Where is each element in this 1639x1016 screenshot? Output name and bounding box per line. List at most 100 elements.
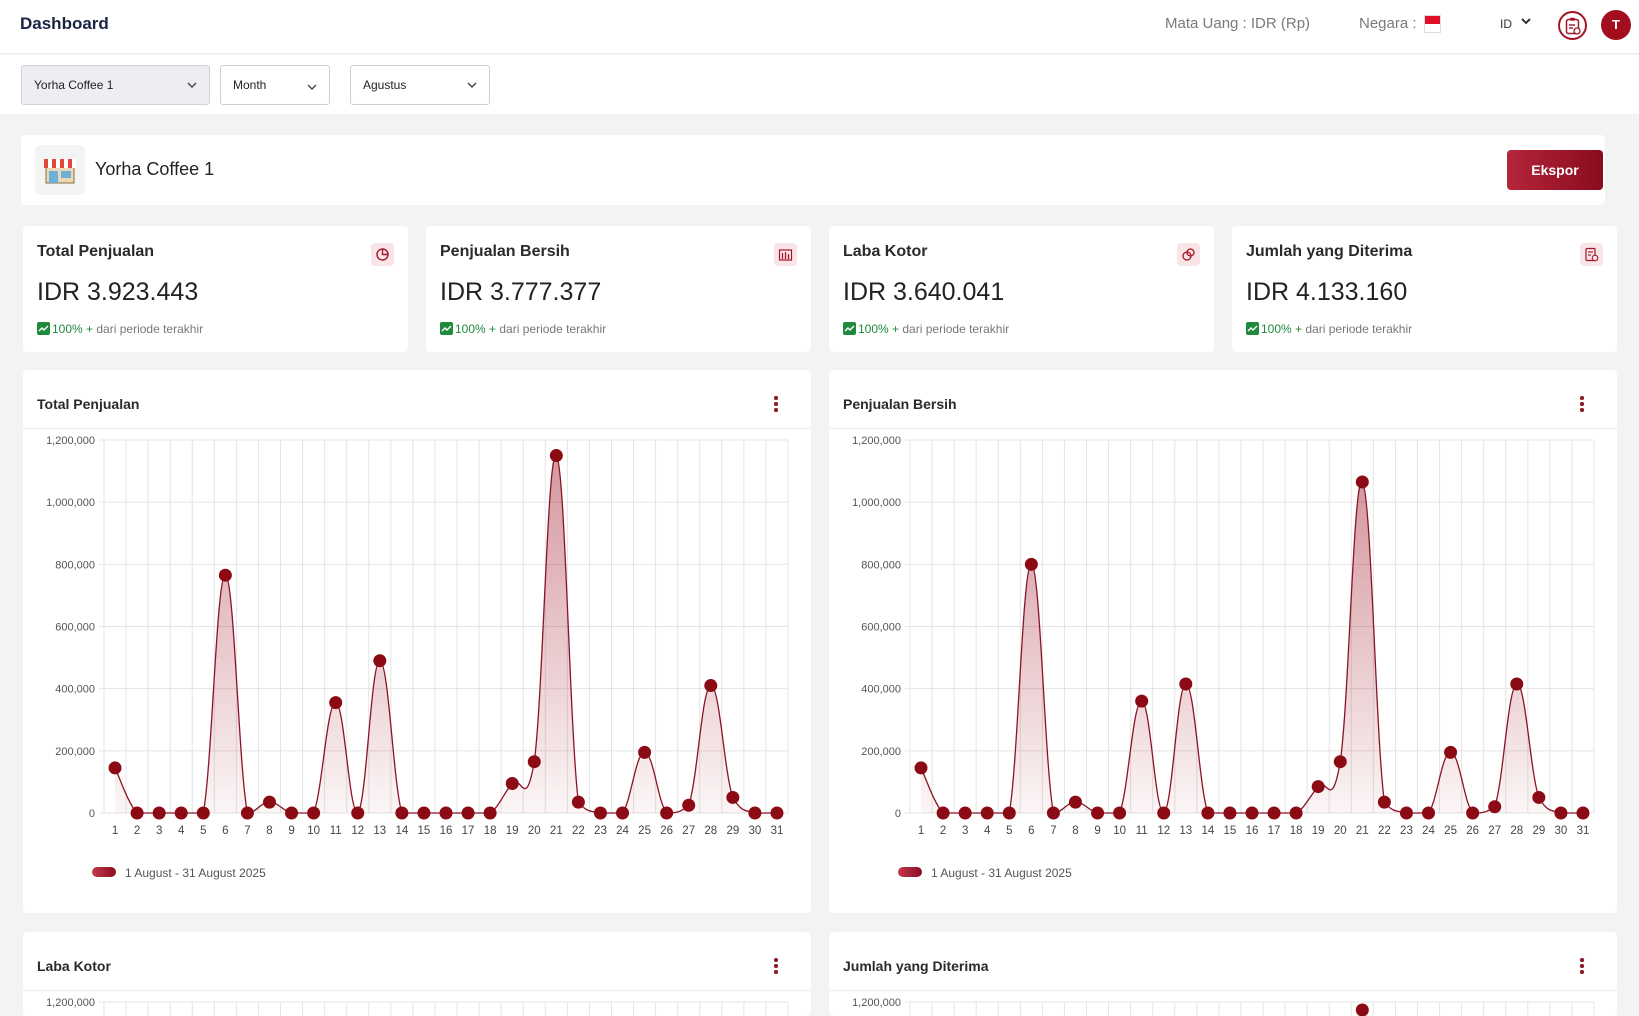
legend-label: 1 August - 31 August 2025 xyxy=(931,866,1072,880)
outlet-select[interactable]: Yorha Coffee 1 xyxy=(21,65,210,105)
x-tick-label: 18 xyxy=(1290,825,1303,837)
x-tick-label: 27 xyxy=(1488,825,1501,837)
more-options-icon[interactable] xyxy=(771,394,781,414)
more-options-icon[interactable] xyxy=(771,956,781,976)
x-tick-label: 30 xyxy=(749,825,762,837)
data-point xyxy=(505,776,519,790)
chevron-down-icon xyxy=(307,66,317,119)
trend-up-icon xyxy=(37,322,50,335)
divider xyxy=(23,428,811,429)
data-point xyxy=(936,806,950,820)
x-tick-label: 8 xyxy=(1072,825,1078,837)
penjualan-bersih-chart: 0 200,000 400,000 600,000 800,000 1,000,000 1,… xyxy=(852,435,1595,880)
x-tick-label: 1 xyxy=(112,825,118,837)
data-point xyxy=(1355,1003,1369,1016)
x-tick-label: 19 xyxy=(506,825,519,837)
y-tick-label: 1,200,000 xyxy=(46,997,95,1009)
x-tick-label: 2 xyxy=(940,825,946,837)
divider xyxy=(23,990,811,991)
trend-suffix: dari periode terakhir xyxy=(93,322,204,336)
y-tick-label: 1,000,000 xyxy=(852,497,901,509)
x-tick-label: 19 xyxy=(1312,825,1325,837)
data-point xyxy=(240,806,254,820)
y-tick-label: 400,000 xyxy=(55,684,95,696)
x-tick-label: 16 xyxy=(440,825,453,837)
chart-card-penjualan-bersih: 0 200,000 400,000 600,000 800,000 1,000,000 1,… xyxy=(829,370,1617,913)
x-tick-label: 5 xyxy=(1006,825,1012,837)
y-tick-label: 0 xyxy=(89,808,95,820)
avatar[interactable]: T xyxy=(1601,10,1631,40)
data-point xyxy=(748,806,762,820)
stat-trend: 100% + dari periode terakhir xyxy=(440,322,606,336)
data-point xyxy=(1333,755,1347,769)
data-point xyxy=(1002,806,1016,820)
data-point xyxy=(1068,795,1082,809)
x-tick-label: 25 xyxy=(1444,825,1457,837)
month-select[interactable]: Agustus xyxy=(350,65,490,105)
data-point xyxy=(130,806,144,820)
currency-label: Mata Uang : IDR (Rp) xyxy=(1165,15,1311,32)
x-tick-label: 13 xyxy=(1179,825,1192,837)
x-tick-label: 11 xyxy=(1136,825,1148,837)
data-point xyxy=(527,755,541,769)
y-tick-label: 1,200,000 xyxy=(852,435,901,447)
stat-card-laba-kotor: Laba Kotor IDR 3.640.041 100% + dari per… xyxy=(829,226,1214,352)
x-tick-label: 14 xyxy=(395,825,408,837)
x-tick-label: 11 xyxy=(330,825,342,837)
x-tick-label: 28 xyxy=(1510,825,1523,837)
chart-card-total-penjualan: 0 200,000 400,000 600,000 800,000 1,000,000 1,… xyxy=(23,370,811,913)
export-button[interactable]: Ekspor xyxy=(1507,150,1603,190)
page-title: Dashboard xyxy=(20,14,109,33)
data-point xyxy=(439,806,453,820)
x-tick-label: 27 xyxy=(682,825,695,837)
x-tick-label: 22 xyxy=(1378,825,1391,837)
data-point xyxy=(1245,806,1259,820)
receipt-icon xyxy=(1580,243,1603,266)
x-tick-label: 1 xyxy=(918,825,924,837)
data-point xyxy=(152,806,166,820)
x-tick-label: 25 xyxy=(638,825,651,837)
x-tick-label: 2 xyxy=(134,825,140,837)
data-point xyxy=(1532,790,1546,804)
data-point xyxy=(461,806,475,820)
data-point xyxy=(417,806,431,820)
data-point xyxy=(1113,806,1127,820)
x-tick-label: 12 xyxy=(351,825,364,837)
data-point xyxy=(395,806,409,820)
y-tick-label: 200,000 xyxy=(55,746,95,758)
x-tick-label: 15 xyxy=(418,825,431,837)
series-area xyxy=(115,455,777,813)
trend-percentage: 100% + xyxy=(455,322,497,336)
bar-chart-icon xyxy=(774,243,797,266)
chevron-down-icon[interactable] xyxy=(1520,15,1532,30)
trend-up-icon xyxy=(1246,322,1259,335)
outlet-select-value: Yorha Coffee 1 xyxy=(34,78,114,92)
more-options-icon[interactable] xyxy=(1577,394,1587,414)
x-tick-label: 21 xyxy=(550,825,563,837)
data-point xyxy=(1444,745,1458,759)
data-point xyxy=(285,806,299,820)
chart-title: Laba Kotor xyxy=(37,958,111,974)
more-options-icon[interactable] xyxy=(1577,956,1587,976)
data-point xyxy=(726,790,740,804)
data-point xyxy=(1399,806,1413,820)
x-tick-label: 7 xyxy=(1050,825,1056,837)
y-tick-label: 800,000 xyxy=(55,559,95,571)
x-tick-label: 8 xyxy=(266,825,272,837)
period-select[interactable]: Month xyxy=(220,65,330,105)
language-selector[interactable]: ID xyxy=(1500,17,1512,31)
x-tick-label: 28 xyxy=(704,825,717,837)
data-point xyxy=(1024,557,1038,571)
report-clipboard-icon[interactable] xyxy=(1558,11,1587,40)
data-point xyxy=(329,696,343,710)
stat-card-total-penjualan: Total Penjualan IDR 3.923.443 100% + dar… xyxy=(23,226,408,352)
chart-title: Total Penjualan xyxy=(37,396,140,412)
x-tick-label: 9 xyxy=(1094,825,1100,837)
indonesia-flag-icon[interactable] xyxy=(1424,15,1441,33)
divider xyxy=(829,428,1617,429)
x-tick-label: 12 xyxy=(1157,825,1170,837)
pie-chart-icon xyxy=(371,243,394,266)
x-tick-label: 14 xyxy=(1201,825,1214,837)
data-point xyxy=(1157,806,1171,820)
trend-up-icon xyxy=(843,322,856,335)
